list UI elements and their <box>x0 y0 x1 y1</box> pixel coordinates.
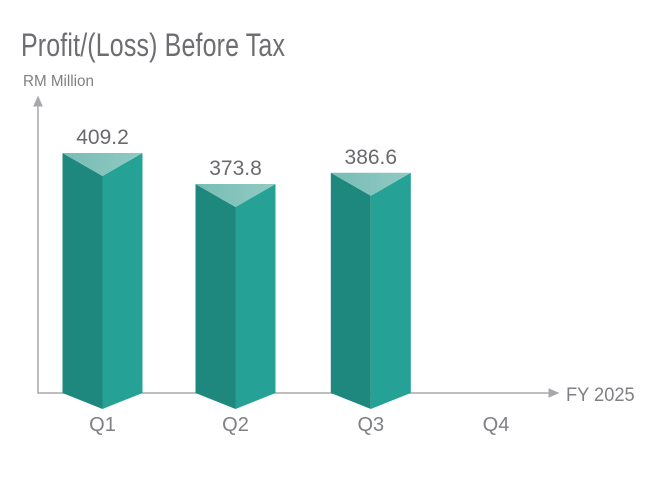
bar-q2-right-face <box>235 183 276 409</box>
bars-group <box>62 152 411 409</box>
bar-q1-top-face <box>62 152 143 176</box>
x-axis-label: FY 2025 <box>566 385 635 406</box>
bar-q2-top-face <box>195 183 276 207</box>
x-axis-arrow-icon <box>548 388 560 398</box>
bar-q1-left-face <box>62 152 103 409</box>
bar-q3-top-face <box>330 172 411 196</box>
bar-q3 <box>330 172 411 409</box>
chart-title: Profit/(Loss) Before Tax <box>21 27 286 63</box>
category-label-q1: Q1 <box>89 414 116 436</box>
value-label-q3: 386.6 <box>345 146 398 169</box>
value-label-q1: 409.2 <box>76 126 129 149</box>
bar-q3-left-face <box>330 172 371 409</box>
y-axis-arrow-icon <box>33 95 43 107</box>
bar-q2 <box>195 183 276 409</box>
bar-q3-right-face <box>370 172 411 409</box>
bar-q1-right-face <box>102 152 143 409</box>
bar-q1 <box>62 152 143 409</box>
labels-group: 409.2 Q1 373.8 Q2 386.6 Q3 Q4 <box>76 126 509 436</box>
bar-q2-left-face <box>195 183 236 409</box>
value-label-q2: 373.8 <box>209 157 262 180</box>
y-axis-label: RM Million <box>23 73 94 90</box>
category-label-q4: Q4 <box>483 414 510 436</box>
category-label-q3: Q3 <box>357 414 384 436</box>
category-label-q2: Q2 <box>222 414 249 436</box>
